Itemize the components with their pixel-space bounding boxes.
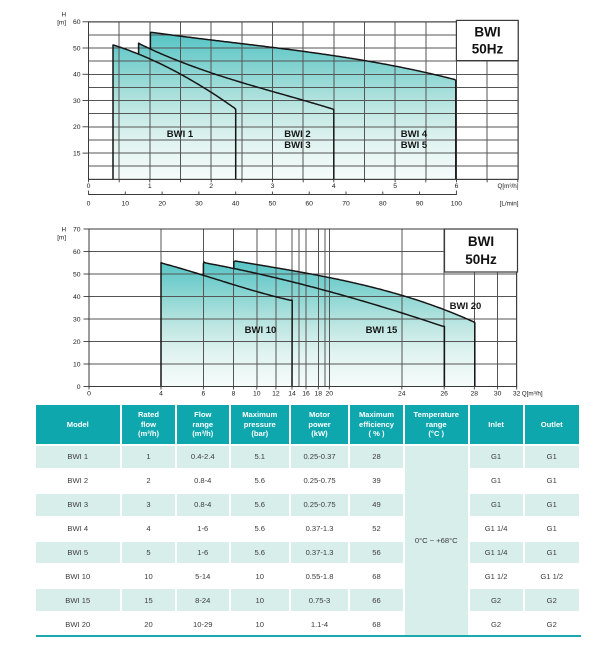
svg-text:50Hz: 50Hz bbox=[465, 252, 497, 267]
svg-text:10: 10 bbox=[73, 361, 81, 368]
svg-text:0: 0 bbox=[87, 390, 91, 397]
svg-text:10: 10 bbox=[122, 201, 130, 208]
svg-text:18: 18 bbox=[315, 390, 323, 397]
svg-text:[m]: [m] bbox=[57, 20, 66, 27]
svg-text:Q[m³/h]: Q[m³/h] bbox=[522, 390, 543, 397]
svg-text:[m]: [m] bbox=[57, 235, 66, 242]
svg-text:32: 32 bbox=[513, 390, 521, 397]
svg-text:40: 40 bbox=[73, 72, 81, 79]
svg-text:0: 0 bbox=[87, 183, 91, 190]
svg-text:30: 30 bbox=[73, 316, 81, 323]
svg-text:20: 20 bbox=[158, 201, 166, 208]
svg-text:40: 40 bbox=[73, 294, 81, 301]
svg-text:30: 30 bbox=[73, 98, 81, 105]
svg-text:BWI 5: BWI 5 bbox=[401, 140, 428, 151]
svg-text:H: H bbox=[61, 12, 66, 19]
svg-text:15: 15 bbox=[73, 151, 81, 158]
svg-text:8: 8 bbox=[232, 390, 236, 397]
svg-text:1: 1 bbox=[148, 183, 152, 190]
svg-text:4: 4 bbox=[332, 183, 336, 190]
svg-text:BWI 2: BWI 2 bbox=[284, 129, 310, 140]
svg-text:BWI 3: BWI 3 bbox=[284, 140, 310, 151]
svg-text:10: 10 bbox=[253, 390, 261, 397]
svg-text:[L/min]: [L/min] bbox=[500, 201, 519, 208]
svg-text:26: 26 bbox=[440, 390, 448, 397]
svg-text:80: 80 bbox=[379, 201, 387, 208]
svg-text:50: 50 bbox=[269, 201, 277, 208]
svg-text:20: 20 bbox=[326, 390, 334, 397]
svg-text:70: 70 bbox=[342, 201, 350, 208]
svg-text:BWI 15: BWI 15 bbox=[366, 325, 398, 336]
svg-text:BWI 10: BWI 10 bbox=[245, 325, 277, 336]
svg-text:2: 2 bbox=[209, 183, 213, 190]
svg-text:BWI 20: BWI 20 bbox=[450, 301, 482, 312]
svg-text:50Hz: 50Hz bbox=[472, 42, 504, 57]
svg-text:30: 30 bbox=[195, 201, 203, 208]
svg-text:6: 6 bbox=[202, 390, 206, 397]
svg-text:60: 60 bbox=[305, 201, 313, 208]
svg-text:4: 4 bbox=[159, 390, 163, 397]
svg-text:BWI 1: BWI 1 bbox=[167, 129, 194, 140]
svg-text:H: H bbox=[61, 227, 66, 234]
svg-text:60: 60 bbox=[73, 249, 81, 256]
svg-text:BWI: BWI bbox=[474, 25, 500, 40]
svg-text:BWI: BWI bbox=[468, 234, 494, 249]
svg-text:24: 24 bbox=[398, 390, 406, 397]
svg-text:60: 60 bbox=[73, 19, 81, 26]
svg-text:100: 100 bbox=[451, 201, 463, 208]
svg-text:14: 14 bbox=[288, 390, 296, 397]
svg-text:20: 20 bbox=[73, 339, 81, 346]
svg-text:30: 30 bbox=[494, 390, 502, 397]
svg-text:90: 90 bbox=[416, 201, 424, 208]
svg-text:Q[m³/h]: Q[m³/h] bbox=[498, 183, 519, 190]
svg-text:6: 6 bbox=[455, 183, 459, 190]
svg-text:70: 70 bbox=[73, 226, 81, 233]
svg-text:16: 16 bbox=[302, 390, 310, 397]
svg-text:0: 0 bbox=[77, 384, 81, 391]
svg-text:12: 12 bbox=[272, 390, 280, 397]
svg-text:0: 0 bbox=[87, 201, 91, 208]
svg-text:50: 50 bbox=[73, 45, 81, 52]
svg-text:40: 40 bbox=[232, 201, 240, 208]
svg-text:BWI 4: BWI 4 bbox=[401, 129, 428, 140]
svg-text:28: 28 bbox=[471, 390, 479, 397]
svg-text:50: 50 bbox=[73, 271, 81, 278]
svg-text:5: 5 bbox=[393, 183, 397, 190]
svg-text:3: 3 bbox=[271, 183, 275, 190]
svg-text:20: 20 bbox=[73, 124, 81, 131]
